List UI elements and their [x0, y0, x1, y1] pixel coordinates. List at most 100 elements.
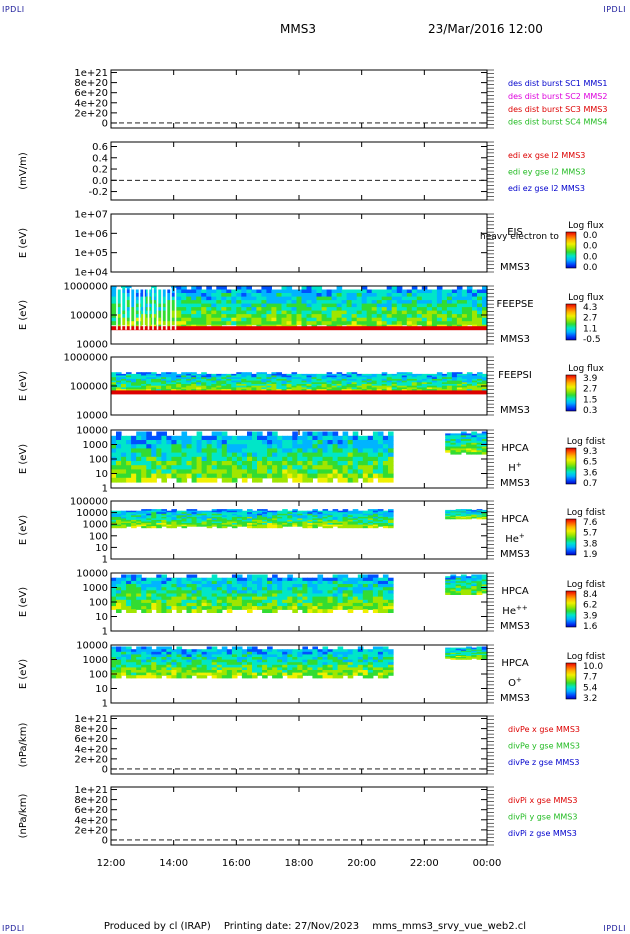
spectrogram-cell [450, 444, 457, 448]
spectrogram-cell [266, 373, 272, 377]
spectrogram-cell [251, 307, 257, 312]
spectrogram-cell [352, 473, 359, 479]
spectrogram-cell [141, 516, 147, 519]
spectrogram-cell [121, 456, 127, 462]
spectrogram-cell [126, 435, 132, 441]
spectrogram-cell [257, 672, 263, 676]
spectrogram-cell [381, 382, 388, 385]
spectrogram-cell [221, 670, 228, 674]
spectrogram-cell [482, 387, 488, 390]
spectrogram-cell [312, 596, 318, 601]
spectrogram-cell [196, 670, 203, 674]
spectrogram-cell [186, 307, 192, 312]
spectrogram-cell [231, 375, 237, 378]
spectrogram-cell [476, 509, 483, 512]
spectrogram-cell [236, 518, 243, 521]
spectrogram-cell [246, 375, 252, 378]
spectrogram-cell [121, 657, 127, 661]
data-gap-stripe [161, 288, 163, 330]
spectrogram-cell [221, 389, 227, 392]
spectrogram-cell [121, 523, 127, 526]
spectrogram-cell [445, 516, 451, 518]
spectrogram-cell [302, 512, 308, 515]
spectrogram-cell [372, 580, 379, 585]
spectrogram-cell [327, 452, 334, 458]
spectrogram-cell [377, 469, 384, 475]
spectrogram-cell [372, 526, 379, 529]
spectrogram-cell [156, 448, 162, 454]
spectrogram-cell [226, 435, 233, 441]
spectrogram-cell [261, 378, 267, 382]
spectrogram-cell [116, 672, 122, 676]
spectrogram-cell [126, 574, 132, 579]
spectrogram-cell [287, 602, 293, 607]
spectrogram-cell [472, 293, 478, 298]
spectrogram-cell [292, 602, 298, 607]
spectrogram-cell [336, 293, 343, 298]
spectrogram-p5 [111, 372, 488, 395]
spectrogram-cell [226, 664, 233, 668]
spectrogram-cell [166, 590, 172, 595]
spectrogram-cell [391, 382, 398, 385]
spectrogram-cell [456, 310, 463, 315]
spectrogram-cell [388, 584, 394, 588]
spectrogram-cell [216, 526, 223, 529]
spectrogram-cell [347, 456, 354, 462]
spectrogram-cell [221, 477, 228, 483]
spectrogram-cell [381, 289, 388, 294]
spectrogram-cell [221, 375, 227, 378]
spectrogram-cell [421, 317, 428, 322]
spectrogram-cell [136, 452, 142, 458]
spectrogram-cell [146, 387, 152, 390]
spectrogram-cell [191, 599, 198, 604]
spectrogram-cell [146, 452, 152, 458]
spectrogram-cell [267, 469, 273, 475]
spectrogram-cell [151, 513, 157, 516]
spectrogram-cell [206, 448, 213, 454]
spectrogram-cell [161, 667, 167, 671]
spectrogram-cell [271, 296, 277, 301]
spectrogram-cell [396, 389, 403, 392]
spectrogram-cell [388, 599, 394, 604]
spectrogram-cell [388, 452, 394, 458]
spectrogram-p7 [111, 509, 488, 529]
spectrogram-cell [131, 444, 137, 449]
spectrogram-cell [267, 609, 273, 613]
spectrogram-cell [201, 515, 208, 518]
spectrogram-cell [306, 373, 313, 377]
spectrogram-cell [121, 654, 127, 658]
spectrogram-cell [282, 452, 288, 458]
spectrogram-cell [302, 473, 308, 479]
spectrogram-cell [352, 596, 359, 601]
spectrogram-cell [267, 649, 273, 653]
spectrogram-cell [341, 314, 348, 319]
spectrogram-cell [401, 317, 408, 322]
spectrogram-cell [431, 289, 438, 294]
spectrogram-cell [372, 657, 379, 661]
spectrogram-cell [366, 321, 373, 326]
spectrogram-cell [196, 303, 202, 308]
spectrogram-cell [316, 310, 323, 315]
spectrogram-cell [367, 452, 374, 458]
spectrogram-cell [441, 303, 448, 308]
spectrogram-cell [307, 584, 313, 588]
spectrogram-cell [466, 385, 473, 388]
spectrogram-cell [116, 512, 122, 515]
spectrogram-cell [445, 647, 451, 650]
spectrogram-cell [121, 293, 127, 298]
spectrogram-cell [317, 593, 324, 598]
spectrogram-cell [272, 515, 278, 518]
spectrogram-cell [231, 314, 237, 319]
colorbar-tick-label: 0.7 [583, 479, 597, 489]
spectrogram-cell [386, 387, 393, 390]
spectrogram-cell [241, 523, 248, 526]
spectrogram-cell [326, 314, 333, 319]
spectrogram-cell [327, 654, 334, 658]
spectrogram-cell [322, 602, 329, 607]
spectrogram-cell [441, 293, 448, 298]
spectrogram-cell [481, 513, 488, 515]
spectrogram-cell [176, 657, 183, 661]
spectrogram-cell [341, 310, 348, 315]
spectrogram-cell [352, 461, 359, 466]
spectrogram-cell [126, 303, 132, 308]
